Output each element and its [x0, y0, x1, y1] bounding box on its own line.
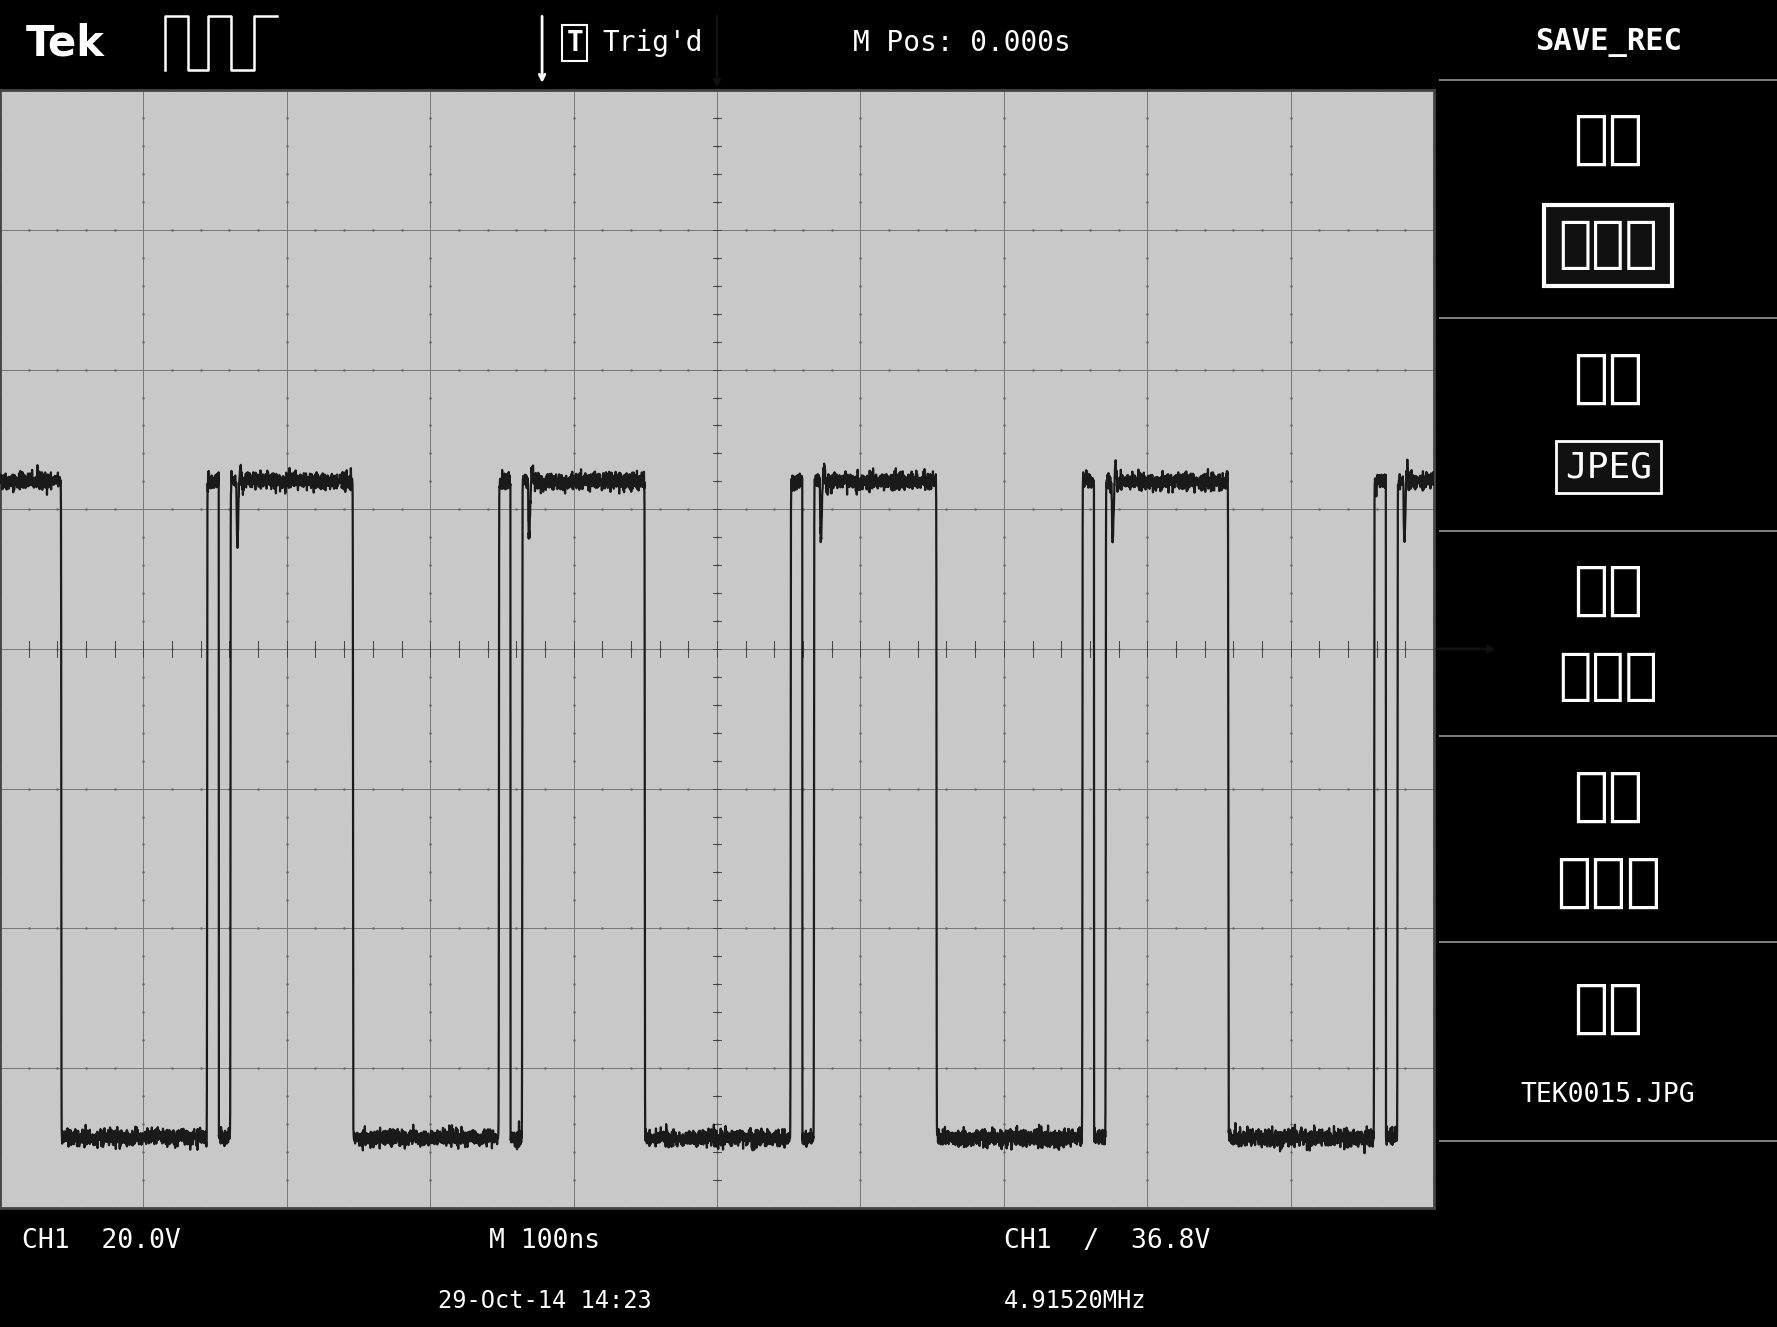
Text: Trig'd: Trig'd	[602, 29, 702, 57]
Text: M 100ns: M 100ns	[489, 1227, 601, 1254]
Text: 文件夹: 文件夹	[1555, 855, 1661, 910]
Text: TEK0015.JPG: TEK0015.JPG	[1521, 1082, 1695, 1108]
Text: M Pos: 0.000s: M Pos: 0.000s	[853, 29, 1072, 57]
Text: CH1  /  36.8V: CH1 / 36.8V	[1004, 1227, 1210, 1254]
Text: SAVE_REC: SAVE_REC	[1535, 28, 1681, 57]
Text: 格式: 格式	[1573, 350, 1644, 406]
Text: 关于: 关于	[1573, 563, 1644, 618]
Text: 储存: 储存	[1573, 981, 1644, 1036]
Text: 4.91520MHz: 4.91520MHz	[1004, 1289, 1146, 1312]
Text: 存图像: 存图像	[1558, 219, 1658, 272]
Text: Tek: Tek	[27, 23, 105, 64]
Text: JPEG: JPEG	[1566, 450, 1651, 484]
Text: 动作: 动作	[1573, 111, 1644, 167]
Text: 29-Oct-14 14:23: 29-Oct-14 14:23	[439, 1289, 652, 1312]
Text: T: T	[567, 29, 583, 57]
Text: 存图像: 存图像	[1558, 650, 1658, 703]
Text: 选择: 选择	[1573, 768, 1644, 824]
Text: CH1  20.0V: CH1 20.0V	[21, 1227, 179, 1254]
